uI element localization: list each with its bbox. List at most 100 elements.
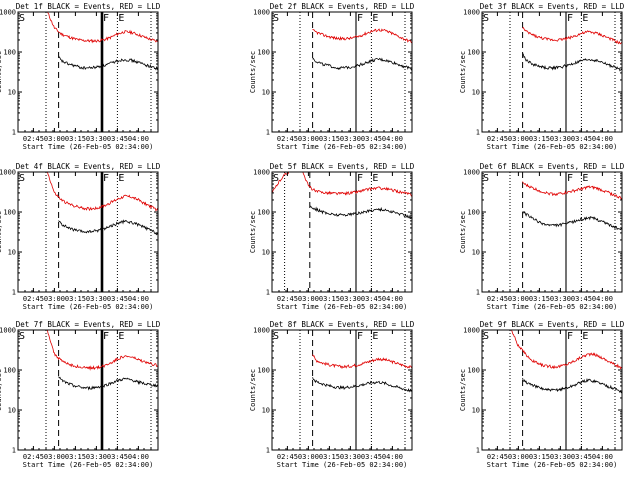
marker-s: S bbox=[273, 331, 279, 342]
plot-frame bbox=[17, 329, 159, 451]
x-tick-label: 02:45 bbox=[23, 295, 44, 303]
panel-title: Det 5f BLACK = Events, RED = LLD bbox=[270, 162, 415, 171]
y-axis-label: Counts/sec bbox=[0, 51, 3, 93]
x-tick-label: 02:45 bbox=[277, 135, 298, 143]
x-axis-label: Start Time (26-Feb-05 02:34:00) bbox=[277, 461, 408, 469]
x-axis-label: Start Time (26-Feb-05 02:34:00) bbox=[277, 303, 408, 311]
series-line-lld bbox=[312, 28, 412, 44]
series-line-events bbox=[522, 210, 622, 231]
x-tick-label: 03:30 bbox=[340, 295, 361, 303]
x-tick-label: 03:00 bbox=[44, 295, 65, 303]
chart-panel-4: Det 4f BLACK = Events, RED = LLD 1 10 100 10… bbox=[0, 162, 161, 311]
y-tick-label: 10 bbox=[262, 249, 270, 257]
chart-panel-2: Det 2f BLACK = Events, RED = LLD 1 10 100 10… bbox=[249, 2, 415, 151]
chart-panel-6: Det 6f BLACK = Events, RED = LLD 1 10 100 10… bbox=[459, 162, 625, 311]
x-axis-label: Start Time (26-Feb-05 02:34:00) bbox=[487, 461, 618, 469]
chart-panel-3: Det 3f BLACK = Events, RED = LLD 1 10 100 10… bbox=[459, 2, 625, 151]
marker-s: S bbox=[483, 13, 489, 24]
x-tick-label: 03:30 bbox=[86, 135, 107, 143]
y-tick-label: 100 bbox=[467, 209, 480, 217]
marker-e: E bbox=[582, 173, 588, 184]
chart-panel-8: Det 8f BLACK = Events, RED = LLD 1 10 100 10… bbox=[249, 320, 415, 469]
x-tick-label: 03:45 bbox=[571, 295, 592, 303]
y-tick-label: 100 bbox=[467, 367, 480, 375]
x-tick-label: 04:00 bbox=[128, 135, 149, 143]
x-tick-label: 03:45 bbox=[107, 135, 128, 143]
series-line-events bbox=[522, 52, 622, 72]
x-tick-label: 03:00 bbox=[298, 135, 319, 143]
y-tick-label: 10 bbox=[472, 407, 480, 415]
marker-s: S bbox=[19, 13, 25, 24]
plot-frame bbox=[271, 329, 413, 451]
y-tick-label: 100 bbox=[3, 209, 16, 217]
x-tick-label: 02:45 bbox=[23, 135, 44, 143]
x-tick-label: 03:45 bbox=[361, 453, 382, 461]
plot-frame bbox=[271, 11, 413, 133]
y-tick-label: 10 bbox=[472, 89, 480, 97]
x-tick-label: 03:15 bbox=[319, 295, 340, 303]
y-tick-label: 1000 bbox=[0, 327, 16, 335]
x-tick-label: 03:45 bbox=[571, 135, 592, 143]
y-tick-label: 1 bbox=[476, 129, 480, 137]
x-tick-label: 03:00 bbox=[298, 295, 319, 303]
y-axis-label: Counts/sec bbox=[0, 369, 3, 411]
x-axis-label: Start Time (26-Feb-05 02:34:00) bbox=[23, 303, 154, 311]
y-tick-label: 1000 bbox=[463, 169, 480, 177]
panel-title: Det 8f BLACK = Events, RED = LLD bbox=[270, 320, 415, 329]
y-tick-label: 1 bbox=[476, 289, 480, 297]
series-line-lld bbox=[522, 181, 622, 201]
panel-title: Det 6f BLACK = Events, RED = LLD bbox=[480, 162, 625, 171]
plot-frame bbox=[17, 11, 159, 133]
x-tick-label: 04:00 bbox=[592, 135, 613, 143]
chart-panel-1: Det 1f BLACK = Events, RED = LLD 1 10 100 10… bbox=[0, 2, 161, 151]
y-axis-label: Counts/sec bbox=[459, 211, 467, 253]
y-axis-label: Counts/sec bbox=[0, 211, 3, 253]
x-tick-label: 04:00 bbox=[382, 135, 403, 143]
chart-panel-7: Det 7f BLACK = Events, RED = LLD 1 10 100 10… bbox=[0, 320, 161, 469]
y-tick-label: 1000 bbox=[253, 169, 270, 177]
series-line-events bbox=[58, 219, 158, 236]
x-tick-label: 03:15 bbox=[65, 135, 86, 143]
series-line-events bbox=[312, 377, 412, 393]
y-axis-label: Counts/sec bbox=[459, 51, 467, 93]
x-tick-label: 04:00 bbox=[382, 453, 403, 461]
x-tick-label: 04:00 bbox=[128, 295, 149, 303]
series-line-lld bbox=[522, 26, 622, 45]
y-tick-label: 1000 bbox=[253, 327, 270, 335]
series-line-lld bbox=[18, 330, 158, 371]
y-tick-label: 10 bbox=[262, 407, 270, 415]
x-tick-label: 03:15 bbox=[65, 453, 86, 461]
x-tick-label: 03:00 bbox=[44, 135, 65, 143]
marker-s: S bbox=[19, 173, 25, 184]
x-axis-label: Start Time (26-Feb-05 02:34:00) bbox=[487, 303, 618, 311]
marker-s: S bbox=[273, 173, 279, 184]
x-tick-label: 02:45 bbox=[487, 295, 508, 303]
panel-title: Det 7f BLACK = Events, RED = LLD bbox=[16, 320, 161, 329]
x-tick-label: 03:15 bbox=[65, 295, 86, 303]
x-tick-label: 04:00 bbox=[592, 453, 613, 461]
x-axis-label: Start Time (26-Feb-05 02:34:00) bbox=[23, 143, 154, 151]
x-tick-label: 03:00 bbox=[44, 453, 65, 461]
x-tick-label: 03:45 bbox=[361, 295, 382, 303]
y-tick-label: 1 bbox=[12, 129, 16, 137]
y-tick-label: 10 bbox=[8, 407, 16, 415]
marker-f: F bbox=[567, 331, 573, 342]
series-line-lld bbox=[272, 172, 412, 197]
y-tick-label: 1 bbox=[12, 289, 16, 297]
x-tick-label: 02:45 bbox=[23, 453, 44, 461]
x-tick-label: 03:15 bbox=[319, 135, 340, 143]
x-tick-label: 03:30 bbox=[340, 135, 361, 143]
series-line-events bbox=[58, 55, 158, 71]
marker-f: F bbox=[357, 13, 363, 24]
x-tick-label: 03:00 bbox=[508, 295, 529, 303]
y-axis-label: Counts/sec bbox=[249, 369, 257, 411]
x-tick-label: 03:45 bbox=[107, 295, 128, 303]
panel-title: Det 9f BLACK = Events, RED = LLD bbox=[480, 320, 625, 329]
y-tick-label: 100 bbox=[467, 49, 480, 57]
x-tick-label: 02:45 bbox=[277, 453, 298, 461]
x-tick-label: 03:30 bbox=[86, 453, 107, 461]
y-tick-label: 1 bbox=[266, 129, 270, 137]
marker-f: F bbox=[357, 173, 363, 184]
x-axis-label: Start Time (26-Feb-05 02:34:00) bbox=[487, 143, 618, 151]
